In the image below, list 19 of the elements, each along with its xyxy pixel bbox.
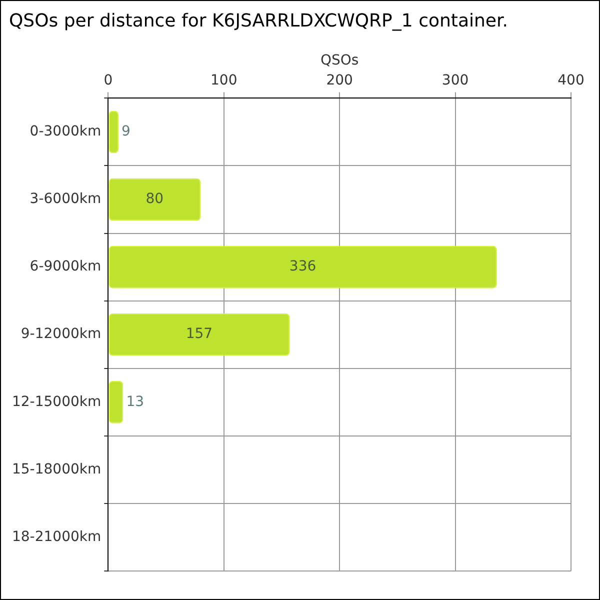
data-label: 13: [126, 394, 144, 410]
x-tick-label: 400: [558, 72, 584, 88]
y-tick-label: 0-3000km: [30, 124, 102, 140]
data-label: 80: [146, 191, 164, 208]
x-tick-label: 100: [210, 72, 238, 88]
chart-title: QSOs per distance for K6JSARRLDXCWQRP_1 container.: [9, 10, 508, 32]
y-tick-label: 6-9000km: [30, 258, 102, 275]
x-tick-label: 200: [326, 72, 353, 88]
x-tick-label: 0: [104, 72, 113, 88]
data-label: 157: [186, 326, 213, 342]
y-tick-label: 18-21000km: [12, 528, 102, 545]
x-tick-label: 300: [442, 72, 469, 88]
y-tick-label: 9-12000km: [20, 326, 102, 342]
x-axis-title: QSOs: [320, 52, 359, 69]
y-tick-label: 12-15000km: [12, 394, 102, 410]
y-tick-label: 3-6000km: [30, 191, 102, 208]
data-label: 9: [122, 124, 130, 140]
data-label: 336: [289, 258, 316, 275]
y-tick-label: 15-18000km: [12, 461, 102, 478]
